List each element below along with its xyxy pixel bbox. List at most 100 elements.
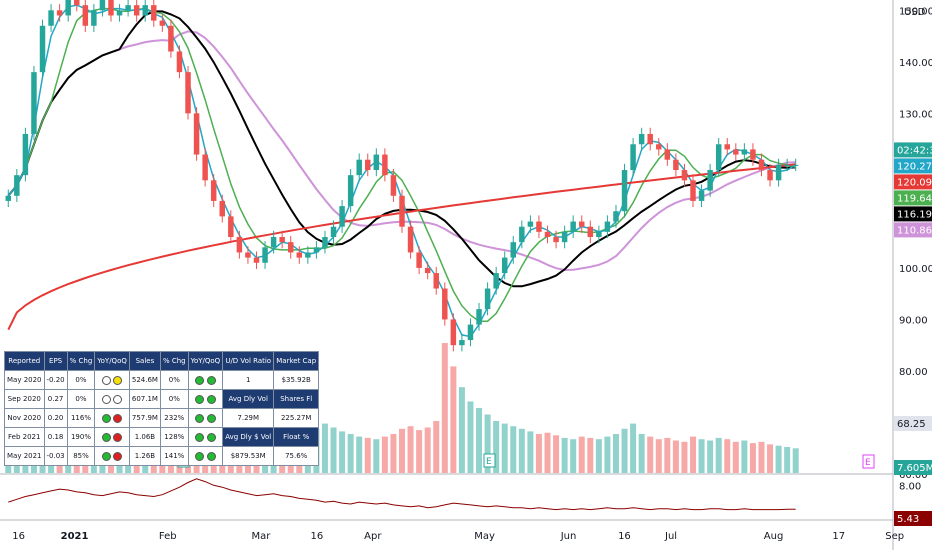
candle-body[interactable] xyxy=(125,5,131,11)
candle-body[interactable] xyxy=(399,195,405,227)
candle-body[interactable] xyxy=(305,252,311,258)
candle-body[interactable] xyxy=(750,149,756,160)
candlesticks[interactable] xyxy=(5,0,799,352)
candle-body[interactable] xyxy=(151,5,157,21)
price-tick-label: 140.00 xyxy=(899,58,932,69)
candle-body[interactable] xyxy=(382,154,388,176)
candle-body[interactable] xyxy=(91,10,97,26)
candle-body[interactable] xyxy=(604,221,611,232)
candle-body[interactable] xyxy=(698,190,705,201)
candle-body[interactable] xyxy=(775,164,782,181)
candle-body[interactable] xyxy=(638,133,645,145)
candle-body[interactable] xyxy=(65,0,71,16)
candle-body[interactable] xyxy=(5,195,12,201)
candle-body[interactable] xyxy=(74,0,80,6)
candle-body[interactable] xyxy=(31,72,37,134)
candle-body[interactable] xyxy=(99,0,106,11)
candle-body[interactable] xyxy=(587,226,594,237)
candle-body[interactable] xyxy=(784,164,790,166)
candle-body[interactable] xyxy=(159,20,166,26)
status-dot-icon xyxy=(206,375,216,385)
candle-body[interactable] xyxy=(142,5,148,16)
candle-body[interactable] xyxy=(673,159,679,171)
candle-body[interactable] xyxy=(193,113,200,155)
candle-body[interactable] xyxy=(416,252,422,268)
candle-body[interactable] xyxy=(390,175,397,196)
candle-body[interactable] xyxy=(176,51,183,73)
candle-body[interactable] xyxy=(459,340,465,346)
candle-body[interactable] xyxy=(553,237,559,243)
candle-body[interactable] xyxy=(519,226,525,243)
candle-body[interactable] xyxy=(493,273,499,289)
earnings-marker-3[interactable]: E xyxy=(862,454,875,469)
candle-body[interactable] xyxy=(48,10,54,26)
candle-body[interactable] xyxy=(373,154,380,171)
candle-body[interactable] xyxy=(313,247,320,253)
candle-body[interactable] xyxy=(245,252,251,258)
candle-body[interactable] xyxy=(570,221,576,232)
candle-body[interactable] xyxy=(630,144,636,171)
candle-body[interactable] xyxy=(621,170,628,212)
candle-body[interactable] xyxy=(365,159,371,171)
candle-body[interactable] xyxy=(536,221,542,232)
candle-body[interactable] xyxy=(561,231,568,243)
candle-body[interactable] xyxy=(758,159,765,171)
candle-body[interactable] xyxy=(82,5,89,26)
candle-body[interactable] xyxy=(715,144,722,171)
candle-body[interactable] xyxy=(724,144,730,150)
candle-body[interactable] xyxy=(596,231,602,237)
candle-body[interactable] xyxy=(433,273,439,289)
candle-body[interactable] xyxy=(792,164,799,166)
candle-body[interactable] xyxy=(168,25,174,52)
candle-body[interactable] xyxy=(407,226,414,253)
candle-body[interactable] xyxy=(253,257,260,263)
candle-body[interactable] xyxy=(296,252,303,258)
candle-body[interactable] xyxy=(450,319,457,346)
candle-body[interactable] xyxy=(228,216,234,237)
candle-body[interactable] xyxy=(339,206,345,227)
candle-body[interactable] xyxy=(108,0,114,16)
candle-body[interactable] xyxy=(527,221,534,227)
candle-body[interactable] xyxy=(741,149,748,155)
candle-body[interactable] xyxy=(279,237,285,243)
candle-body[interactable] xyxy=(681,170,688,181)
candle-body[interactable] xyxy=(202,154,208,181)
candle-body[interactable] xyxy=(656,144,662,150)
candle-body[interactable] xyxy=(133,5,140,16)
table-row: Sep 2020 0.27 0% 607.1M 0% Avg Dly Vol Share… xyxy=(4,389,320,409)
candle-body[interactable] xyxy=(510,242,517,258)
candle-body[interactable] xyxy=(330,226,337,237)
candle-body[interactable] xyxy=(56,10,63,16)
candle-body[interactable] xyxy=(544,231,551,237)
candle-body[interactable] xyxy=(210,180,217,201)
candle-body[interactable] xyxy=(690,180,696,201)
candle-body[interactable] xyxy=(322,237,328,248)
candle-body[interactable] xyxy=(707,170,713,191)
candle-body[interactable] xyxy=(579,221,585,227)
candle-body[interactable] xyxy=(767,170,773,181)
candle-body[interactable] xyxy=(270,237,277,248)
candle-body[interactable] xyxy=(262,247,268,263)
candle-body[interactable] xyxy=(22,133,29,176)
candle-body[interactable] xyxy=(501,257,508,274)
candle-body[interactable] xyxy=(484,288,491,310)
candle-body[interactable] xyxy=(424,267,431,274)
candle-body[interactable] xyxy=(613,211,619,222)
candle-body[interactable] xyxy=(733,149,739,155)
candle-body[interactable] xyxy=(347,175,354,207)
candle-body[interactable] xyxy=(219,200,225,217)
candle-body[interactable] xyxy=(664,149,671,160)
candle-body[interactable] xyxy=(185,72,191,114)
candle-body[interactable] xyxy=(116,10,123,16)
candle-body[interactable] xyxy=(14,175,20,196)
candle-body[interactable] xyxy=(236,237,243,253)
candle-body[interactable] xyxy=(39,25,46,73)
candle-body[interactable] xyxy=(287,242,294,253)
earnings-marker-2[interactable]: E xyxy=(483,453,496,468)
candle-body[interactable] xyxy=(467,324,474,341)
candle-body[interactable] xyxy=(476,309,482,325)
candle-body[interactable] xyxy=(442,288,448,320)
candle-body[interactable] xyxy=(356,159,362,176)
candle-body[interactable] xyxy=(647,133,653,145)
